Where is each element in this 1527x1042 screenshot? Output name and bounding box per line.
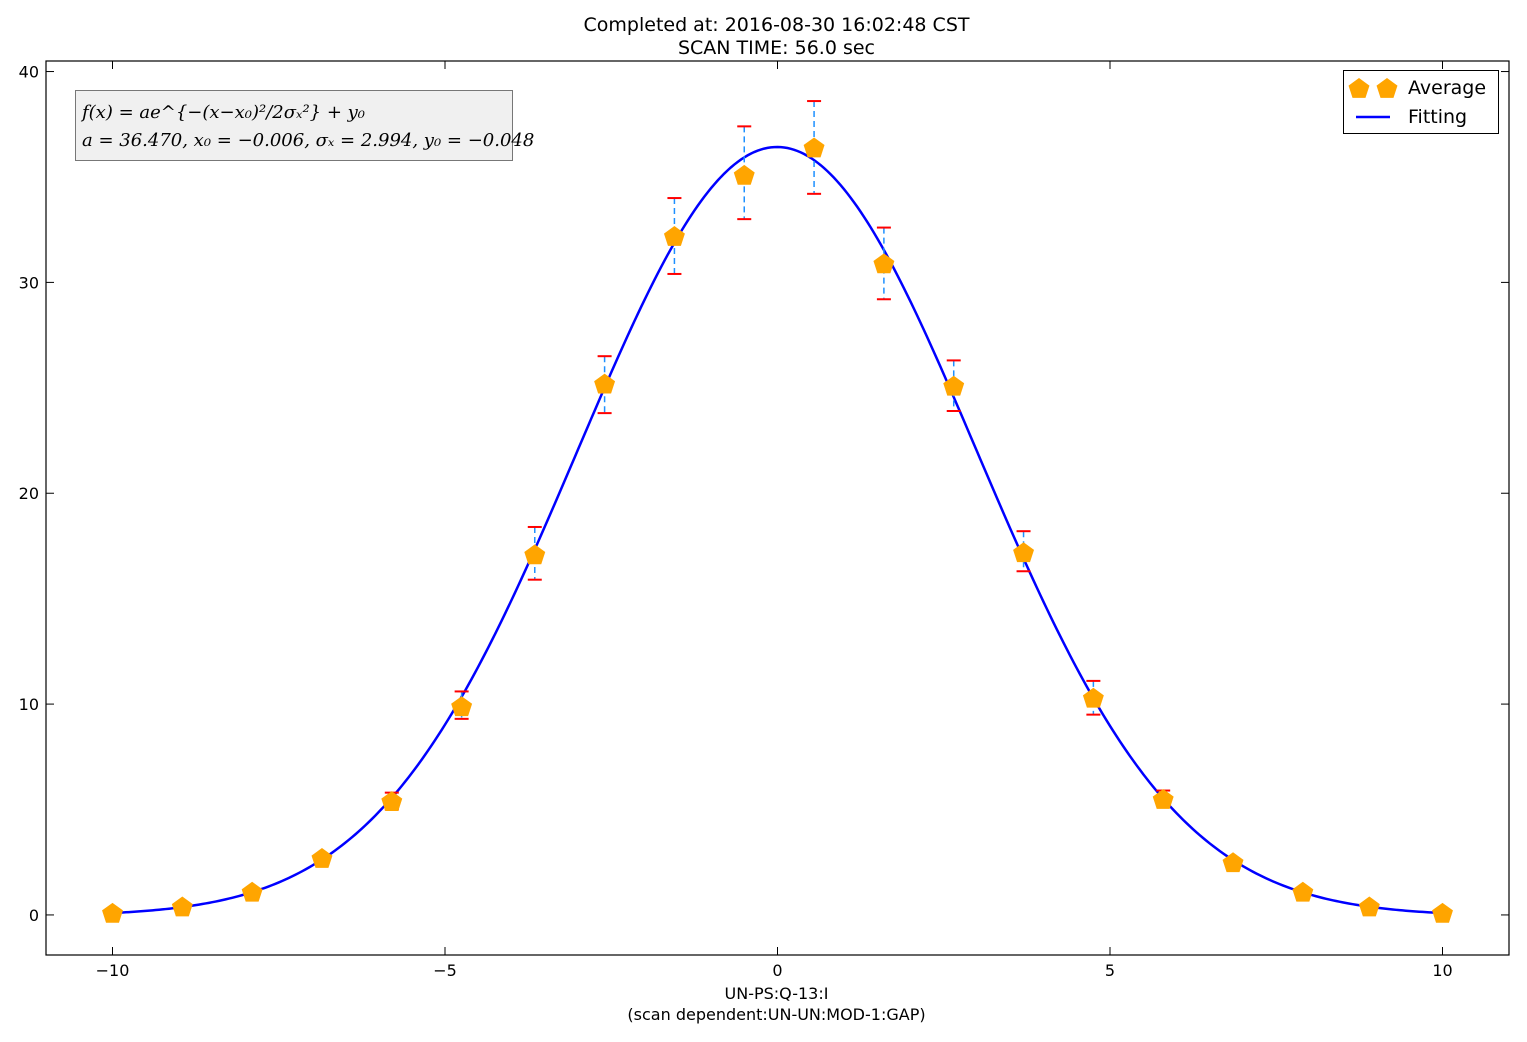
x-tick-label: −5 <box>433 961 457 980</box>
average-point <box>451 696 473 717</box>
x-axis-label-line-1: UN-PS:Q-13:I <box>724 984 829 1003</box>
average-point <box>102 902 123 923</box>
fitting-curve <box>112 145 1443 915</box>
fit-formula: f(x) = ae^{−(x−x₀)²/2σₓ²} + y₀ <box>82 102 366 123</box>
average-point <box>594 373 616 394</box>
average-point <box>873 253 895 274</box>
line-swatch-icon <box>1356 115 1390 119</box>
x-tick-label: 5 <box>1105 961 1115 980</box>
legend-label-average: Average <box>1408 77 1487 99</box>
fit-equation-box: f(x) = ae^{−(x−x₀)²/2σₓ²} + y₀ a = 36.47… <box>75 90 535 161</box>
x-tick-label: 10 <box>1432 961 1452 980</box>
average-point <box>1292 881 1314 902</box>
legend-item-fitting: Fitting <box>1344 103 1498 131</box>
y-tick-label: 30 <box>19 273 39 292</box>
average-point <box>381 791 403 811</box>
average-point <box>1152 788 1174 809</box>
average-point <box>1432 902 1453 923</box>
average-point <box>1222 852 1244 873</box>
average-point <box>1082 687 1104 708</box>
axes-layer <box>45 60 1510 956</box>
fit-curve-layer <box>112 145 1443 915</box>
y-tick-label: 40 <box>19 63 39 82</box>
average-point <box>524 544 546 565</box>
average-point <box>663 226 685 246</box>
legend-item-average: Average <box>1344 74 1498 102</box>
legend: Average Fitting <box>1343 70 1499 134</box>
pentagon-marker-icon <box>1348 78 1398 98</box>
y-tick-label: 20 <box>19 484 39 503</box>
average-point <box>803 137 825 158</box>
chart-title-line-1: Completed at: 2016-08-30 16:02:48 CST <box>583 14 970 36</box>
average-point <box>241 881 263 902</box>
y-tick-label: 0 <box>29 906 39 925</box>
chart-title-line-2: SCAN TIME: 56.0 sec <box>677 37 875 59</box>
x-tick-label: −10 <box>96 961 130 980</box>
average-point <box>171 896 193 917</box>
legend-label-fitting: Fitting <box>1408 106 1468 128</box>
marker-layer <box>102 137 1453 923</box>
x-axis-label-line-2: (scan dependent:UN-UN:MOD-1:GAP) <box>627 1005 926 1024</box>
fit-parameters: a = 36.470, x₀ = −0.006, σₓ = 2.994, y₀ … <box>82 130 535 151</box>
y-tick-label: 10 <box>19 695 39 714</box>
average-point <box>1358 896 1380 917</box>
ticks-layer: −10 −5 0 5 10 0 10 20 30 40 <box>19 61 1509 980</box>
average-point <box>1013 542 1035 563</box>
x-tick-label: 0 <box>772 961 782 980</box>
errorbar-layer <box>384 100 1171 811</box>
average-point <box>943 375 965 396</box>
average-point <box>733 164 755 185</box>
average-point <box>311 848 333 868</box>
plot-frame <box>45 60 1510 956</box>
